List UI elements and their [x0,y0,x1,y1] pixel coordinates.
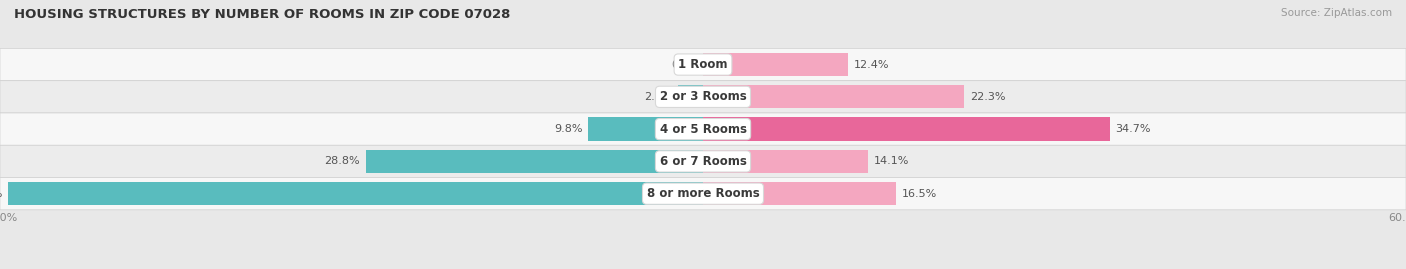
Legend: Owner-occupied, Renter-occupied: Owner-occupied, Renter-occupied [575,266,831,269]
Text: 16.5%: 16.5% [903,189,938,199]
FancyBboxPatch shape [0,178,1406,210]
Text: Source: ZipAtlas.com: Source: ZipAtlas.com [1281,8,1392,18]
Text: 8 or more Rooms: 8 or more Rooms [647,187,759,200]
Bar [366,150,703,173]
Text: 2.1%: 2.1% [644,92,672,102]
Text: 14.1%: 14.1% [875,156,910,167]
Text: 12.4%: 12.4% [855,59,890,70]
Bar [703,150,868,173]
Bar [703,182,897,205]
Text: 22.3%: 22.3% [970,92,1005,102]
Text: 34.7%: 34.7% [1115,124,1152,134]
Text: 59.3%: 59.3% [0,189,3,199]
FancyBboxPatch shape [0,113,1406,145]
Bar [8,182,703,205]
Text: 9.8%: 9.8% [554,124,582,134]
Bar [703,53,848,76]
Bar [588,118,703,141]
FancyBboxPatch shape [0,48,1406,81]
FancyBboxPatch shape [0,81,1406,113]
Text: 1 Room: 1 Room [678,58,728,71]
FancyBboxPatch shape [0,145,1406,178]
Bar [703,118,1109,141]
Bar [703,85,965,108]
Text: 4 or 5 Rooms: 4 or 5 Rooms [659,123,747,136]
Text: 6 or 7 Rooms: 6 or 7 Rooms [659,155,747,168]
Text: 28.8%: 28.8% [323,156,360,167]
Text: HOUSING STRUCTURES BY NUMBER OF ROOMS IN ZIP CODE 07028: HOUSING STRUCTURES BY NUMBER OF ROOMS IN… [14,8,510,21]
Text: 0.0%: 0.0% [671,59,700,70]
Text: 2 or 3 Rooms: 2 or 3 Rooms [659,90,747,103]
Bar [678,85,703,108]
